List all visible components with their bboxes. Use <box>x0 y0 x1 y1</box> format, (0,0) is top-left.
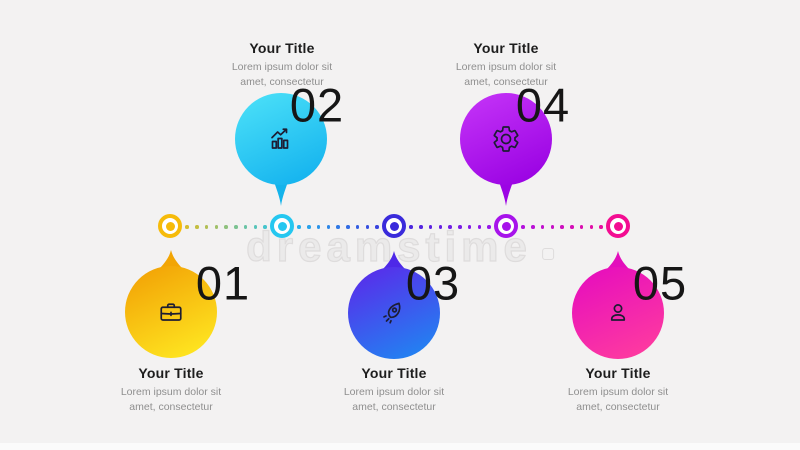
timeline-dot <box>365 225 369 229</box>
timeline-dot <box>224 225 228 229</box>
timeline-dot <box>570 225 574 229</box>
step-number: 04 <box>515 78 571 132</box>
step-title: Your Title <box>138 365 204 381</box>
timeline-node-dot <box>277 221 287 231</box>
timeline-dot <box>253 225 257 229</box>
step-bubble-01 <box>125 266 217 358</box>
briefcase-icon <box>160 303 182 321</box>
step-text-01: Your Title Lorem ipsum dolor sit amet, co… <box>81 365 261 414</box>
timeline-dot <box>336 225 340 229</box>
timeline-dot <box>419 225 423 229</box>
timeline-dot <box>428 225 433 229</box>
timeline-dot <box>589 225 593 229</box>
timeline-dot <box>355 225 360 229</box>
timeline-dot <box>316 225 321 229</box>
timeline-dot <box>560 225 564 229</box>
gear-icon <box>493 126 519 152</box>
step-bubble-04 <box>460 93 552 185</box>
timeline-node-dot <box>613 221 623 231</box>
timeline-dot <box>599 225 603 229</box>
timeline-dot <box>579 225 584 229</box>
timeline-dot <box>540 225 545 229</box>
step-bubble-02 <box>235 93 327 185</box>
timeline-node-04 <box>494 214 518 238</box>
timeline-dot <box>487 225 491 229</box>
timeline-dot <box>263 225 267 229</box>
step-text-02: Your Title Lorem ipsum dolor sit amet, co… <box>192 40 372 89</box>
bubble-tail-up <box>605 251 631 271</box>
step-title: Your Title <box>473 40 539 56</box>
timeline-dot <box>467 225 472 229</box>
timeline-dot <box>531 225 535 229</box>
bottom-border <box>0 443 800 450</box>
step-description: Lorem ipsum dolor sit amet, consectetur <box>120 386 222 413</box>
timeline-dot <box>214 225 218 229</box>
timeline-dot <box>375 225 379 229</box>
rocket-icon <box>383 302 401 324</box>
step-number: 02 <box>289 78 345 132</box>
step-number: 01 <box>195 256 251 310</box>
timeline-node-03 <box>382 214 406 238</box>
step-text-04: Your Title Lorem ipsum dolor sit amet, co… <box>416 40 596 89</box>
timeline-dot <box>307 225 311 229</box>
bubble-tail-up <box>158 250 184 270</box>
timeline-node-dot <box>501 221 511 231</box>
timeline-dot <box>243 225 248 229</box>
timeline-node-02 <box>270 214 294 238</box>
step-title: Your Title <box>249 40 315 56</box>
timeline-dot <box>204 225 209 229</box>
step-number: 05 <box>632 256 688 310</box>
timeline-node-05 <box>606 214 630 238</box>
watermark-symbol-icon <box>541 248 554 260</box>
step-description: Lorem ipsum dolor sit amet, consectetur <box>343 386 445 413</box>
step-description: Lorem ipsum dolor sit amet, consectetur <box>567 386 669 413</box>
timeline-dot <box>234 225 238 229</box>
step-description: Lorem ipsum dolor sit amet, consectetur <box>455 61 557 88</box>
timeline-dot <box>297 225 301 229</box>
timeline-dot <box>448 225 452 229</box>
timeline-node-dot <box>389 221 399 231</box>
growth-chart-icon <box>271 128 289 149</box>
step-number: 03 <box>405 256 461 310</box>
step-text-05: Your Title Lorem ipsum dolor sit amet, co… <box>528 365 708 414</box>
timeline-dot <box>477 225 481 229</box>
timeline-dot <box>185 225 189 229</box>
timeline-dot <box>521 225 525 229</box>
user-icon <box>610 304 626 321</box>
timeline-dot <box>550 225 554 229</box>
timeline-dot <box>458 225 462 229</box>
timeline-dot <box>326 225 330 229</box>
bubble-tail-up <box>381 251 407 271</box>
timeline-dot <box>438 225 442 229</box>
timeline-dot <box>195 225 199 229</box>
timeline-dot <box>409 225 413 229</box>
timeline-dot <box>346 225 350 229</box>
step-description: Lorem ipsum dolor sit amet, consectetur <box>231 61 333 88</box>
step-bubble-03 <box>348 267 440 359</box>
step-title: Your Title <box>585 365 651 381</box>
step-text-03: Your Title Lorem ipsum dolor sit amet, co… <box>304 365 484 414</box>
step-title: Your Title <box>361 365 427 381</box>
timeline-node-01 <box>158 214 182 238</box>
step-bubble-05 <box>572 267 664 359</box>
timeline-node-dot <box>165 221 175 231</box>
